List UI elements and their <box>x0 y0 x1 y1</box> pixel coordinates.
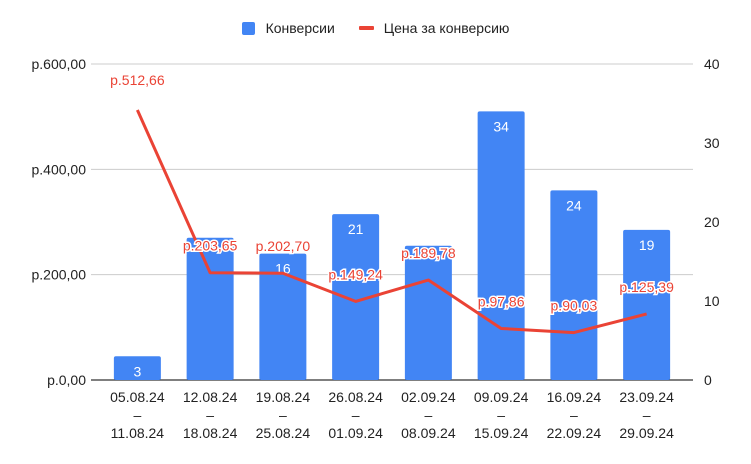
legend-item-cost-per-conversion[interactable]: Цена за конверсию <box>358 20 510 36</box>
chart-legend: Конверсии Цена за конверсию <box>0 20 751 36</box>
gridlines <box>91 63 693 381</box>
left-axis-ticks: р.0,00 р.200,00 р.400,00 р.600,00 <box>32 56 87 388</box>
x-axis-label: 12.08.24 <box>183 389 238 405</box>
x-axis-label: – <box>133 407 141 423</box>
x-axis-label: 09.09.24 <box>474 389 529 405</box>
line-value-label: р.125,39 <box>619 279 674 295</box>
bar[interactable] <box>332 214 380 380</box>
legend-label-cost-per-conversion: Цена за конверсию <box>383 20 510 36</box>
line-value-label: р.512,66 <box>110 72 165 88</box>
bar-value-label: 21 <box>348 221 364 237</box>
bar[interactable] <box>113 356 161 380</box>
cost-line-path <box>136 109 647 335</box>
x-axis-label: – <box>206 407 214 423</box>
left-axis-tick: р.400,00 <box>32 161 87 177</box>
right-axis-tick: 20 <box>704 214 720 230</box>
line-value-label: р.90,03 <box>551 298 598 314</box>
x-axis-label: – <box>424 407 432 423</box>
left-axis-tick: р.600,00 <box>32 56 87 72</box>
x-axis-label: – <box>279 407 287 423</box>
line-value-label: р.203,65 <box>183 238 238 254</box>
line-value-label: р.97,86 <box>478 293 525 309</box>
legend-label-conversions: Конверсии <box>265 20 335 36</box>
left-axis-tick: р.200,00 <box>32 267 87 283</box>
right-axis-ticks: 0 10 20 30 40 <box>704 56 720 388</box>
right-axis-tick: 0 <box>704 372 712 388</box>
x-axis-labels: 05.08.24 – 11.08.24 12.08.24 – 18.08.24 19.08.… <box>110 389 674 441</box>
x-axis-label: 02.09.24 <box>401 389 456 405</box>
x-axis-label: 19.08.24 <box>256 389 311 405</box>
x-axis-label: 22.09.24 <box>547 425 602 441</box>
bar-value-label: 19 <box>639 237 655 253</box>
x-axis-label: – <box>570 407 578 423</box>
right-axis-tick: 40 <box>704 56 720 72</box>
legend-item-conversions[interactable]: Конверсии <box>241 20 335 36</box>
bar[interactable] <box>259 253 307 380</box>
bar[interactable] <box>186 237 234 380</box>
left-axis-tick: р.0,00 <box>47 372 86 388</box>
x-axis-label: – <box>352 407 360 423</box>
bar[interactable] <box>550 190 598 380</box>
bar[interactable] <box>404 245 452 380</box>
bar-value-label: 34 <box>493 118 509 134</box>
x-axis-label: – <box>497 407 505 423</box>
line-value-label: р.189,78 <box>401 245 456 261</box>
x-axis-label: 16.09.24 <box>547 389 602 405</box>
right-axis-tick: 30 <box>704 135 720 151</box>
line-value-label: р.202,70 <box>256 238 311 254</box>
bar-value-label: 3 <box>133 363 141 379</box>
x-axis-label: 15.09.24 <box>474 425 529 441</box>
line-value-label: р.149,24 <box>328 266 383 282</box>
bar-swatch-icon <box>241 21 255 35</box>
x-axis-label: 26.08.24 <box>328 389 383 405</box>
x-axis-label: 11.08.24 <box>111 425 165 441</box>
bar[interactable] <box>623 229 671 380</box>
right-axis-tick: 10 <box>704 293 720 309</box>
cost-line: р.512,66 р.203,65 р.202,70 р.149,24 р.189,78… <box>109 70 676 335</box>
line-swatch-icon <box>358 26 374 30</box>
x-axis-label: – <box>643 407 651 423</box>
x-axis-label: 23.09.24 <box>619 389 674 405</box>
x-axis-label: 08.09.24 <box>401 425 456 441</box>
x-axis-label: 29.09.24 <box>619 425 674 441</box>
x-axis-label: 25.08.24 <box>256 425 311 441</box>
x-axis-label: 01.09.24 <box>328 425 383 441</box>
x-axis-label: 18.08.24 <box>183 425 238 441</box>
bar[interactable] <box>477 111 525 381</box>
x-axis-label: 05.08.24 <box>110 389 165 405</box>
bar-value-label: 24 <box>566 197 582 213</box>
